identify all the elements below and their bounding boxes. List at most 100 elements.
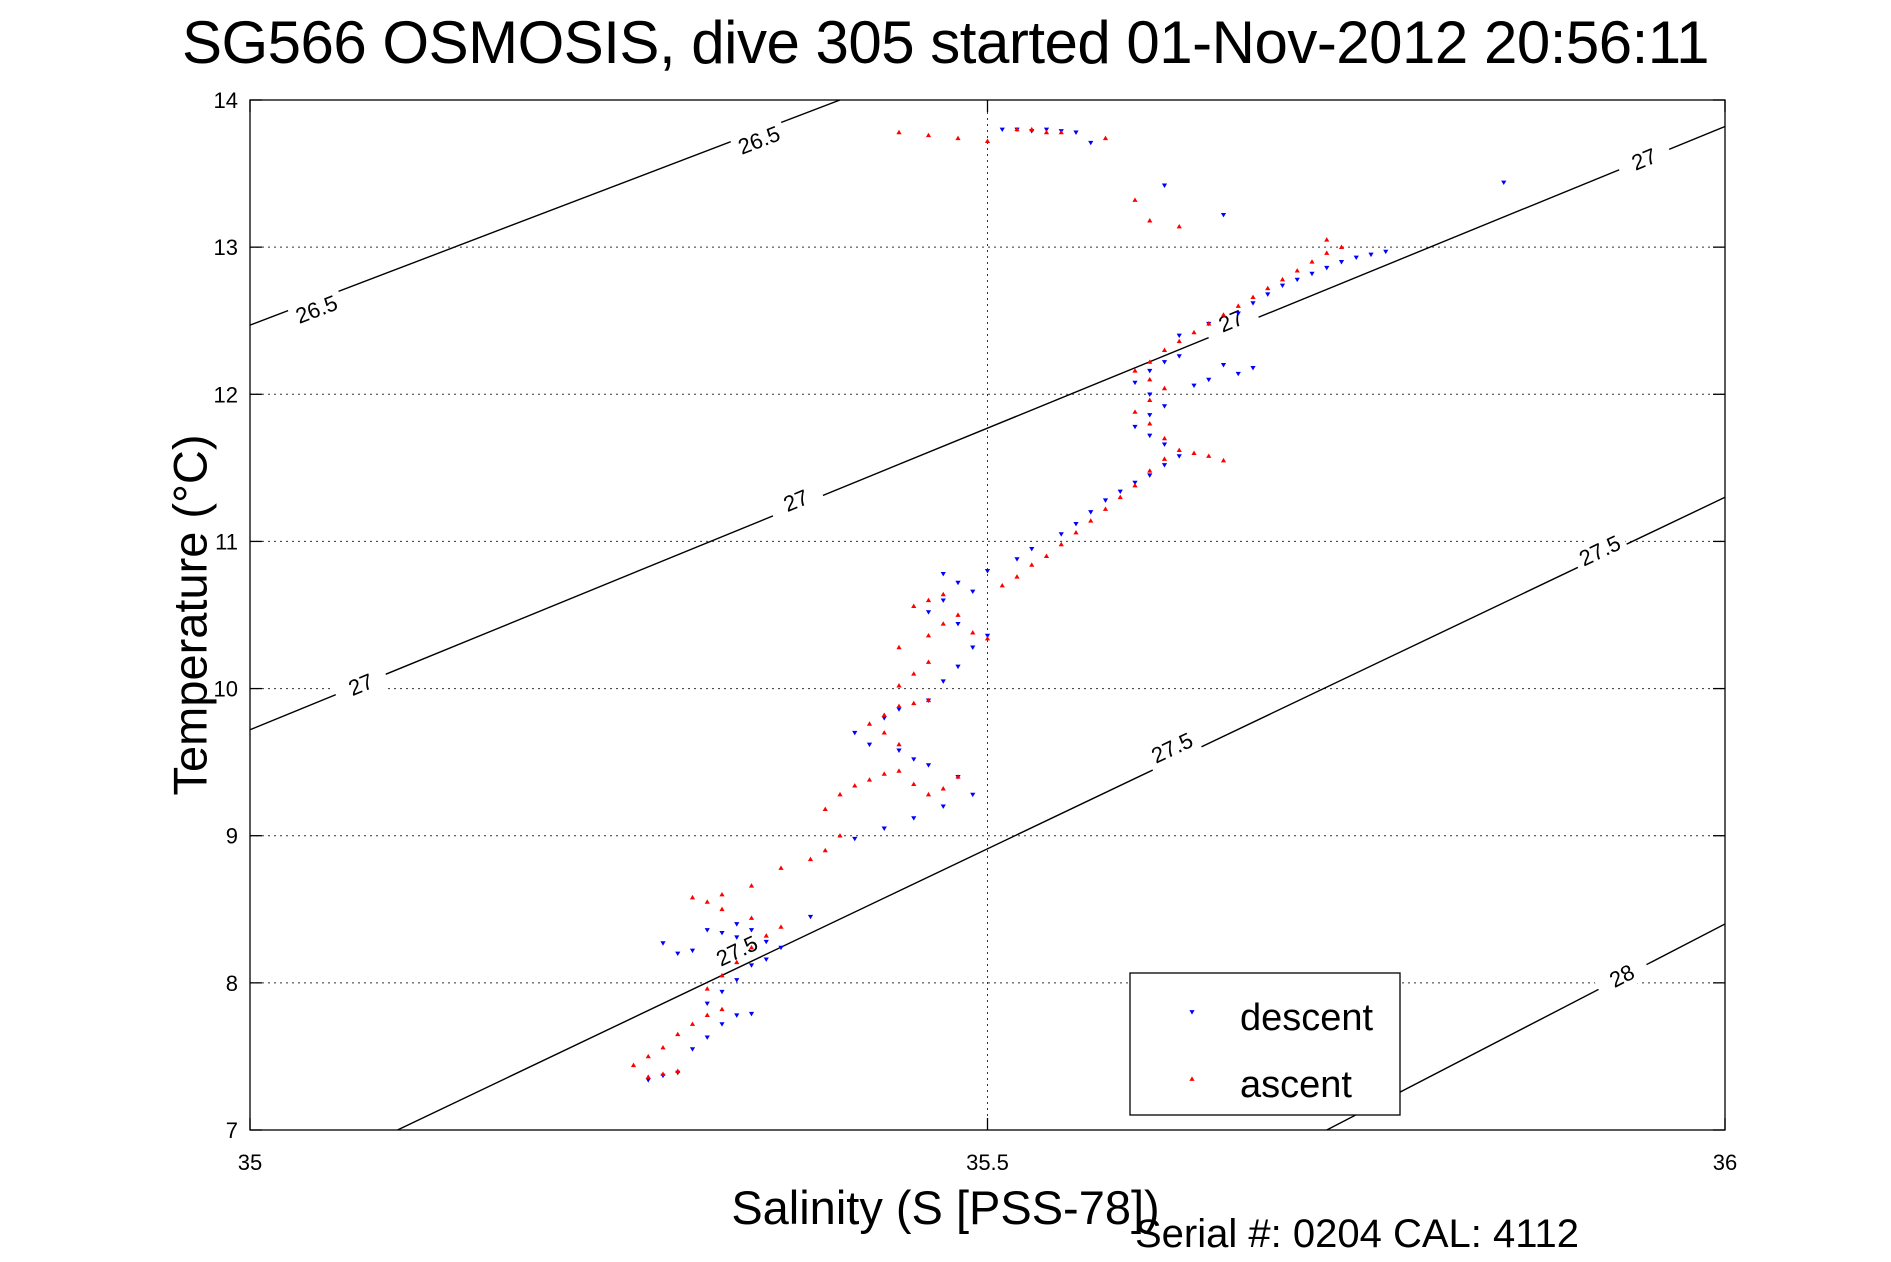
ascent-point xyxy=(1147,218,1153,223)
ascent-point xyxy=(1206,321,1212,326)
ascent-point xyxy=(881,771,887,776)
descent-point xyxy=(1176,333,1182,339)
y-tick-label: 14 xyxy=(214,88,238,113)
y-tick-label: 7 xyxy=(226,1118,238,1143)
descent-point xyxy=(955,664,961,670)
ascent-point xyxy=(1235,303,1241,308)
ascent-point xyxy=(881,730,887,735)
y-tick-label: 9 xyxy=(226,824,238,849)
descent-point xyxy=(1206,377,1212,383)
descent-point xyxy=(1029,546,1035,552)
ascent-point xyxy=(1117,494,1123,500)
ascent-point xyxy=(630,1062,637,1068)
ascent-point xyxy=(925,597,932,603)
ascent-point xyxy=(1220,457,1227,463)
ascent-point xyxy=(1014,574,1020,579)
ascent-point xyxy=(1058,541,1064,547)
descent-point xyxy=(704,928,710,933)
descent-point xyxy=(748,1011,755,1017)
ascent-point xyxy=(1102,506,1109,511)
chart-title: SG566 OSMOSIS, dive 305 started 01-Nov-2… xyxy=(181,9,1710,76)
ascent-point xyxy=(719,972,725,978)
descent-point xyxy=(719,931,725,936)
descent-point xyxy=(955,580,961,586)
descent-point xyxy=(660,941,666,946)
data-points xyxy=(630,126,1507,1083)
ascent-point xyxy=(940,786,946,791)
x-axis-label: Salinity (S [PSS-78]) xyxy=(731,1181,1160,1234)
descent-point xyxy=(1309,271,1315,277)
ascent-point xyxy=(925,791,932,797)
isopycnal-label-bg xyxy=(1141,723,1203,772)
ascent-point xyxy=(1191,329,1197,335)
isopycnal-line xyxy=(250,125,1725,731)
descent-point xyxy=(1161,404,1168,409)
y-tick-label: 13 xyxy=(214,235,238,260)
descent-point xyxy=(704,1035,710,1040)
descent-point xyxy=(940,598,946,603)
ascent-point xyxy=(955,612,961,617)
ascent-point xyxy=(1324,250,1330,255)
ascent-point xyxy=(822,806,828,812)
descent-point xyxy=(1235,371,1241,377)
ascent-point xyxy=(645,1074,651,1079)
descent-point xyxy=(1235,311,1241,316)
x-tick-label: 35 xyxy=(238,1150,262,1175)
ascent-point xyxy=(1029,126,1035,132)
ascent-point xyxy=(881,712,887,717)
ascent-point xyxy=(837,833,843,838)
descent-point xyxy=(1324,265,1330,271)
legend-box xyxy=(1129,972,1401,1116)
descent-point xyxy=(1147,433,1153,439)
ascent-point xyxy=(704,1012,710,1018)
descent-point xyxy=(999,127,1005,133)
ascent-point xyxy=(704,899,710,904)
ascent-point xyxy=(925,132,932,138)
ascent-point xyxy=(704,986,710,991)
ascent-point xyxy=(1088,518,1094,523)
ascent-point xyxy=(822,847,828,853)
ascent-point xyxy=(1176,447,1182,453)
ascent-point xyxy=(896,644,902,650)
ascent-point xyxy=(911,781,917,787)
ascent-point xyxy=(660,1071,666,1076)
isopycnal-label-bg xyxy=(330,660,391,708)
y-tick-label: 11 xyxy=(215,529,238,554)
isopycnal-label-bg xyxy=(706,926,768,975)
descent-point xyxy=(970,645,976,650)
ascent-point xyxy=(1014,126,1020,132)
ascent-point xyxy=(896,683,902,688)
descent-point xyxy=(1265,292,1271,297)
descent-point xyxy=(1132,424,1138,430)
descent-point xyxy=(940,804,946,809)
ascent-point xyxy=(1161,435,1168,441)
ascent-point xyxy=(778,924,784,929)
ascent-point xyxy=(896,741,902,747)
ascent-point xyxy=(911,671,917,676)
ascent-point xyxy=(1132,368,1138,373)
ascent-point xyxy=(734,959,740,965)
descent-point xyxy=(896,748,902,753)
ascent-point xyxy=(1309,259,1315,264)
ascent-point xyxy=(984,635,991,641)
ascent-point xyxy=(970,630,976,635)
ascent-point xyxy=(1161,456,1168,461)
descent-point xyxy=(1250,301,1256,306)
ascent-point xyxy=(925,659,932,664)
ascent-point xyxy=(1161,385,1168,391)
descent-point xyxy=(1117,489,1123,494)
ascent-point xyxy=(689,894,696,900)
ascent-point xyxy=(1147,376,1153,382)
ascent-point xyxy=(748,915,755,920)
ascent-point xyxy=(925,633,932,638)
ascent-point xyxy=(1250,294,1256,299)
ascent-point xyxy=(1279,276,1286,282)
descent-point xyxy=(1132,380,1138,386)
descent-point xyxy=(1383,249,1389,255)
ascent-point xyxy=(1147,468,1153,473)
legend-marker-ascent xyxy=(1189,1076,1195,1081)
descent-point xyxy=(1147,473,1153,478)
isopycnal-label-bg xyxy=(1200,297,1262,344)
descent-point xyxy=(1368,252,1374,258)
legend-marker-descent xyxy=(1189,1010,1195,1015)
